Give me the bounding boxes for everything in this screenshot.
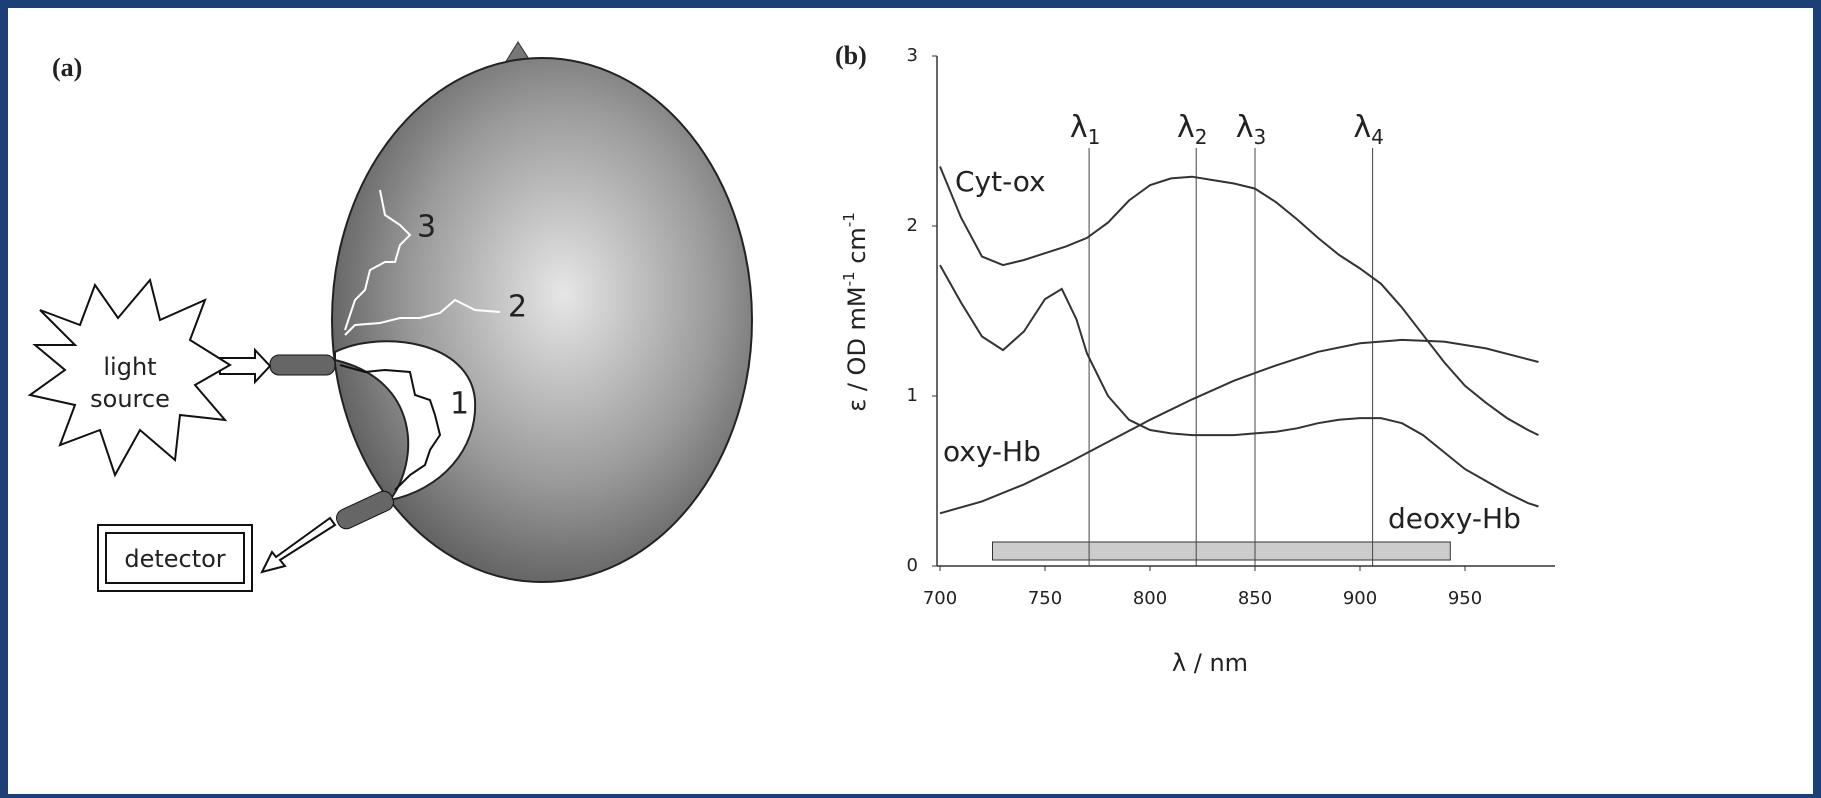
- path-label: 2: [508, 290, 527, 325]
- x-tick-label: 850: [1238, 588, 1272, 609]
- y-tick-label: 2: [907, 215, 918, 236]
- wavelength-symbol: λ: [1236, 110, 1254, 145]
- series-label: deoxy-Hb: [1388, 502, 1521, 535]
- y-tick-label: 3: [907, 45, 918, 66]
- figure: (a) light source detector 1 2 3 (b) λ / …: [0, 0, 1821, 794]
- band: [993, 542, 1451, 560]
- path-label: 3: [417, 210, 436, 245]
- source-label: light: [103, 353, 156, 381]
- y-label-part: -1: [840, 271, 858, 286]
- wavelength-index: 3: [1254, 125, 1267, 149]
- x-axis-label: λ / nm: [1172, 649, 1248, 677]
- wavelength-symbol: λ: [1070, 110, 1088, 145]
- y-tick-label: 0: [907, 555, 918, 576]
- y-label-part: ε / OD mM: [843, 286, 871, 411]
- wavelength-index: 1: [1088, 125, 1101, 149]
- x-tick-label: 900: [1343, 588, 1377, 609]
- path-label: 1: [450, 387, 469, 422]
- wavelength-symbol: λ: [1177, 110, 1195, 145]
- panel-label: (b): [835, 41, 867, 70]
- y-axis-label: ε / OD mM-1 cm-1: [840, 212, 872, 412]
- x-tick-label: 700: [923, 588, 957, 609]
- x-tick-label: 750: [1028, 588, 1062, 609]
- source-optode: [270, 355, 335, 375]
- page: (a) light source detector 1 2 3 (b) λ / …: [0, 0, 1821, 794]
- wavelength-symbol: λ: [1353, 110, 1371, 145]
- detector-label: detector: [124, 545, 225, 573]
- wavelength-index: 2: [1195, 125, 1208, 149]
- x-tick-label: 950: [1448, 588, 1482, 609]
- wavelength-index: 4: [1371, 125, 1384, 149]
- source-label: source: [90, 385, 170, 413]
- series-label: oxy-Hb: [943, 435, 1041, 468]
- y-tick-label: 1: [907, 385, 918, 406]
- panel-label: (a): [52, 53, 82, 82]
- y-label-part: -1: [840, 212, 858, 227]
- series-label: Cyt-ox: [955, 165, 1046, 198]
- y-label-part: cm: [843, 227, 871, 271]
- x-tick-label: 800: [1133, 588, 1167, 609]
